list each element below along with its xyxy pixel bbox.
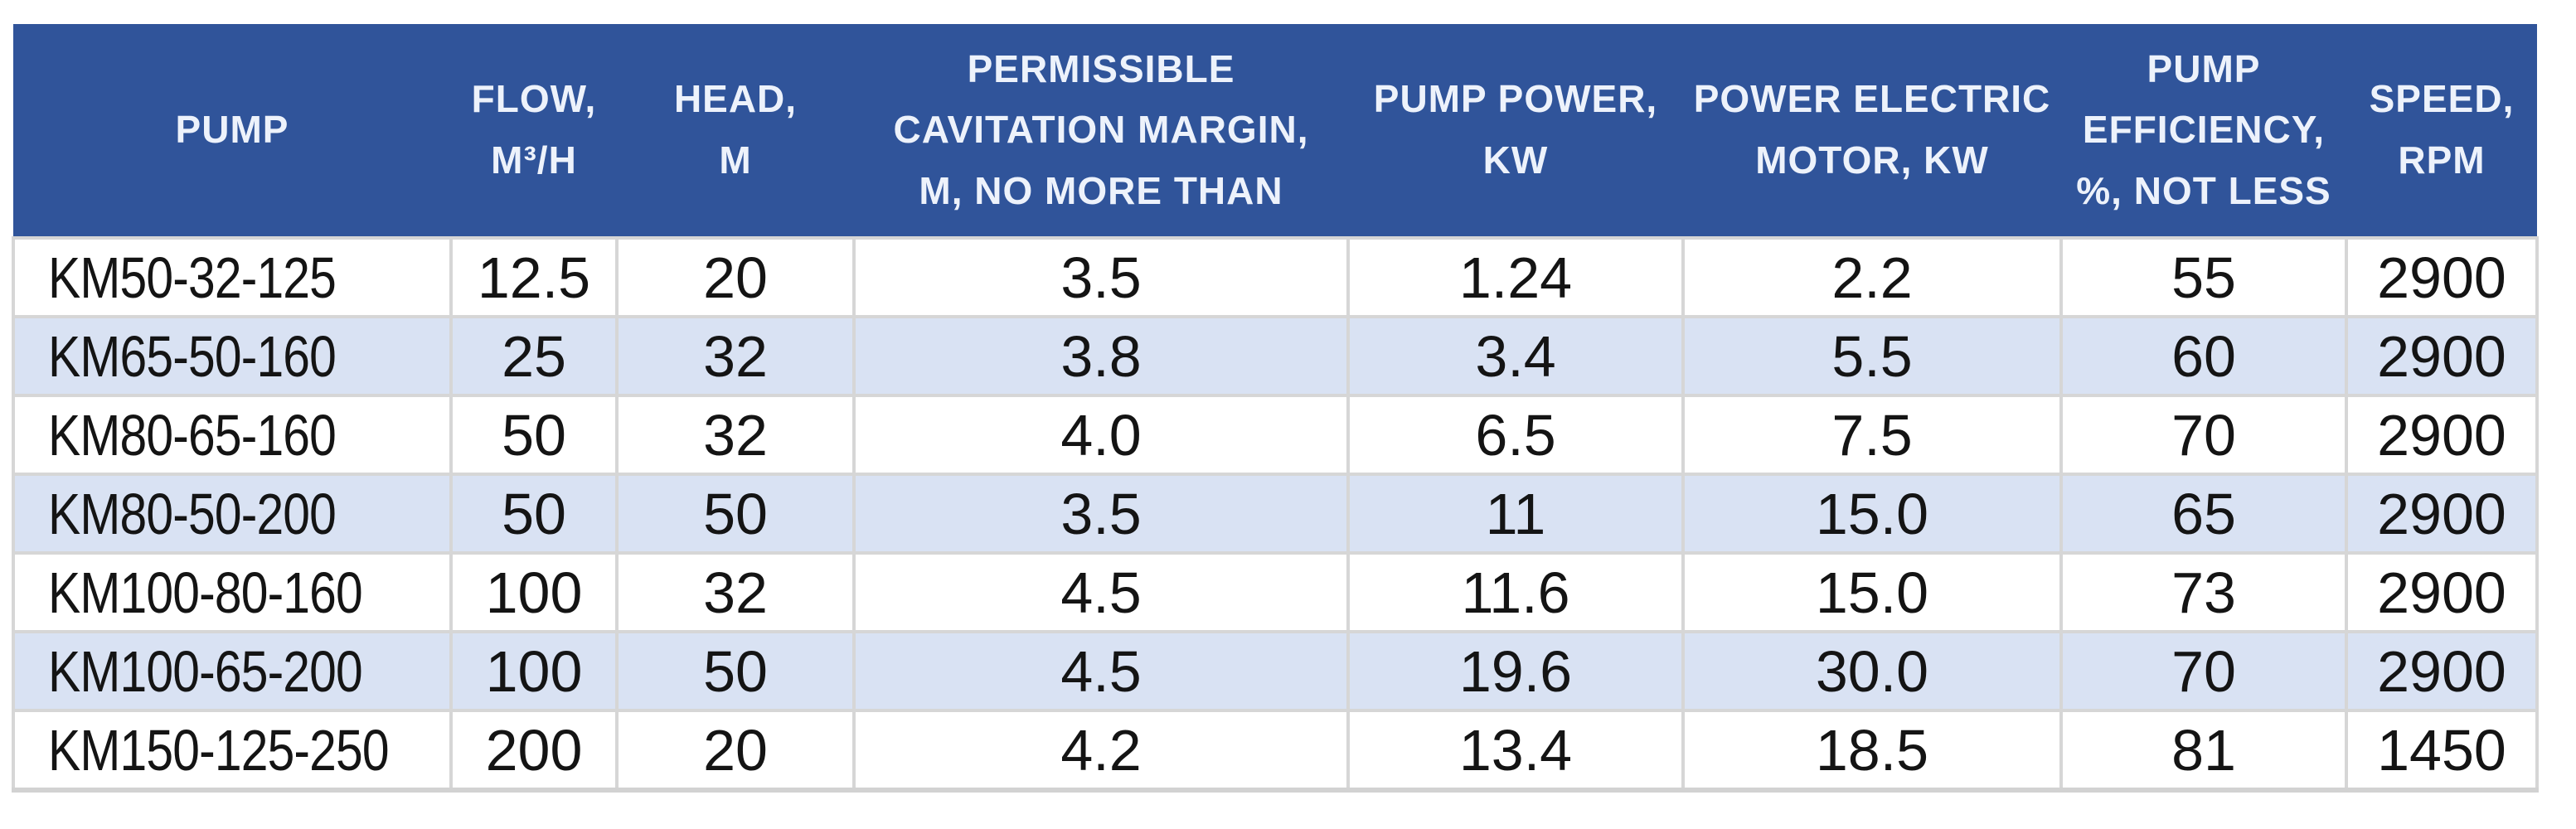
column-header-motor: POWER ELECTRIC MOTOR, KW <box>1683 24 2061 238</box>
pump-spec-table: PUMP FLOW, M³/H HEAD, M PERMISSIBLE CAVI… <box>12 24 2539 793</box>
cell-cavitation: 3.8 <box>852 315 1350 397</box>
cell-pump-power: 11.6 <box>1346 551 1685 633</box>
cell-flow: 200 <box>449 709 619 793</box>
cell-speed: 2900 <box>2345 630 2539 712</box>
cell-cavitation: 4.0 <box>852 394 1350 476</box>
cell-cavitation: 3.5 <box>852 236 1350 318</box>
cell-motor: 5.5 <box>1681 315 2063 397</box>
cell-cavitation: 4.5 <box>852 630 1350 712</box>
cell-head: 50 <box>615 473 856 555</box>
pump-model-label: KM65-50-160 <box>48 323 337 389</box>
cell-speed: 2900 <box>2345 473 2539 555</box>
cell-pump-power: 3.4 <box>1346 315 1685 397</box>
cell-pump-power: 13.4 <box>1346 709 1685 793</box>
pump-model-label: KM150-125-250 <box>48 717 390 783</box>
cell-speed: 2900 <box>2345 315 2539 397</box>
cell-motor: 15.0 <box>1681 473 2063 555</box>
cell-head: 32 <box>615 315 856 397</box>
table-row: KM50-32-125 12.5 20 3.5 1.24 2.2 55 2900 <box>12 236 2539 318</box>
column-header-head: HEAD, M <box>617 24 854 238</box>
cell-pump: KM100-80-160 <box>12 551 453 633</box>
table-body: KM50-32-125 12.5 20 3.5 1.24 2.2 55 2900… <box>12 236 2539 793</box>
cell-motor: 18.5 <box>1681 709 2063 793</box>
cell-speed: 2900 <box>2345 394 2539 476</box>
cell-motor: 2.2 <box>1681 236 2063 318</box>
pump-model-label: KM100-80-160 <box>48 560 363 625</box>
pump-model-label: KM50-32-125 <box>48 245 337 310</box>
table-row: KM150-125-250 200 20 4.2 13.4 18.5 81 14… <box>12 709 2539 793</box>
cell-flow: 100 <box>449 630 619 712</box>
cell-pump-power: 11 <box>1346 473 1685 555</box>
cell-efficiency: 60 <box>2059 315 2348 397</box>
cell-motor: 15.0 <box>1681 551 2063 633</box>
pump-model-label: KM100-65-200 <box>48 638 363 704</box>
cell-efficiency: 55 <box>2059 236 2348 318</box>
cell-pump-power: 1.24 <box>1346 236 1685 318</box>
cell-speed: 2900 <box>2345 236 2539 318</box>
column-header-cavitation: PERMISSIBLE CAVITATION MARGIN, M, NO MOR… <box>854 24 1348 238</box>
cell-flow: 25 <box>449 315 619 397</box>
cell-efficiency: 81 <box>2059 709 2348 793</box>
cell-speed: 2900 <box>2345 551 2539 633</box>
column-header-pump: PUMP <box>13 24 451 238</box>
cell-efficiency: 65 <box>2059 473 2348 555</box>
header-row: PUMP FLOW, M³/H HEAD, M PERMISSIBLE CAVI… <box>13 24 2537 238</box>
cell-head: 50 <box>615 630 856 712</box>
pump-spec-table-container: PUMP FLOW, M³/H HEAD, M PERMISSIBLE CAVI… <box>12 24 2539 793</box>
column-header-speed: SPEED, RPM <box>2346 24 2537 238</box>
cell-pump-power: 19.6 <box>1346 630 1685 712</box>
table-row: KM100-80-160 100 32 4.5 11.6 15.0 73 290… <box>12 551 2539 633</box>
column-header-flow: FLOW, M³/H <box>451 24 617 238</box>
pump-model-label: KM80-65-160 <box>48 402 337 468</box>
table-header: PUMP FLOW, M³/H HEAD, M PERMISSIBLE CAVI… <box>13 24 2537 238</box>
cell-efficiency: 70 <box>2059 630 2348 712</box>
table-row: KM100-65-200 100 50 4.5 19.6 30.0 70 290… <box>12 630 2539 712</box>
cell-pump-power: 6.5 <box>1346 394 1685 476</box>
cell-efficiency: 70 <box>2059 394 2348 476</box>
cell-head: 32 <box>615 551 856 633</box>
cell-head: 20 <box>615 236 856 318</box>
cell-pump: KM100-65-200 <box>12 630 453 712</box>
cell-pump: KM50-32-125 <box>12 236 453 318</box>
cell-flow: 50 <box>449 473 619 555</box>
table-row: KM65-50-160 25 32 3.8 3.4 5.5 60 2900 <box>12 315 2539 397</box>
cell-head: 20 <box>615 709 856 793</box>
cell-pump: KM80-65-160 <box>12 394 453 476</box>
table-row: KM80-65-160 50 32 4.0 6.5 7.5 70 2900 <box>12 394 2539 476</box>
cell-pump: KM80-50-200 <box>12 473 453 555</box>
column-header-efficiency: PUMP EFFICIENCY, %, NOT LESS <box>2061 24 2346 238</box>
cell-cavitation: 3.5 <box>852 473 1350 555</box>
table-row: KM80-50-200 50 50 3.5 11 15.0 65 2900 <box>12 473 2539 555</box>
cell-head: 32 <box>615 394 856 476</box>
cell-motor: 7.5 <box>1681 394 2063 476</box>
cell-flow: 50 <box>449 394 619 476</box>
column-header-pump-power: PUMP POWER, KW <box>1348 24 1683 238</box>
cell-cavitation: 4.5 <box>852 551 1350 633</box>
pump-model-label: KM80-50-200 <box>48 481 337 546</box>
cell-motor: 30.0 <box>1681 630 2063 712</box>
cell-pump: KM65-50-160 <box>12 315 453 397</box>
cell-cavitation: 4.2 <box>852 709 1350 793</box>
cell-pump: KM150-125-250 <box>12 709 453 793</box>
cell-efficiency: 73 <box>2059 551 2348 633</box>
cell-flow: 100 <box>449 551 619 633</box>
cell-flow: 12.5 <box>449 236 619 318</box>
cell-speed: 1450 <box>2345 709 2539 793</box>
